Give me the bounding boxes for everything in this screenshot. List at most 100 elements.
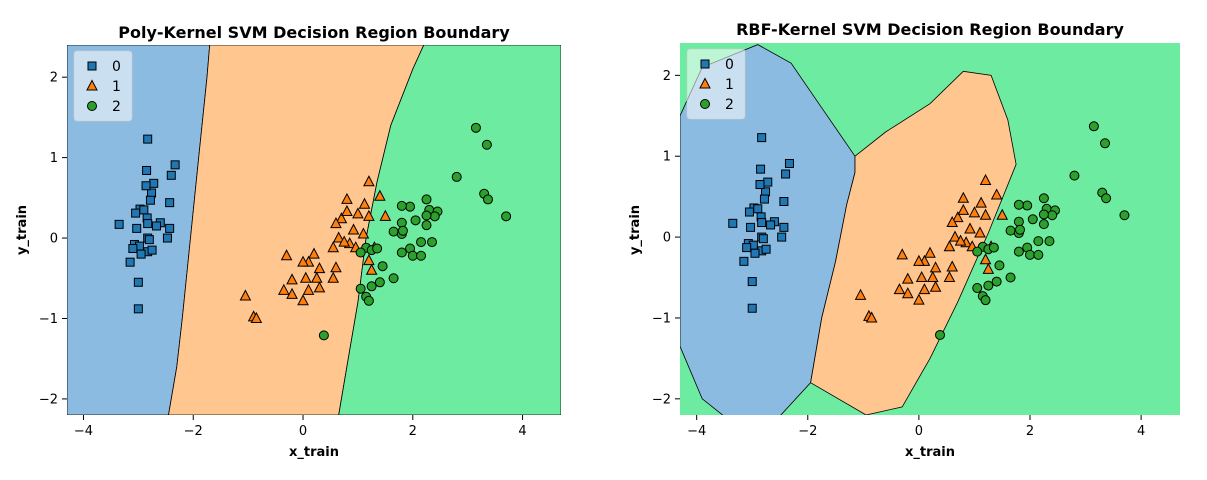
x-tick-label: −4 bbox=[687, 424, 706, 439]
point-class-1 bbox=[286, 273, 298, 285]
legend-label: 1 bbox=[725, 77, 734, 93]
y-tick-label: −1 bbox=[652, 311, 671, 326]
point-class-2 bbox=[994, 260, 1005, 271]
point-class-2 bbox=[482, 194, 493, 205]
point-class-2 bbox=[407, 250, 418, 261]
point-class-0 bbox=[779, 197, 789, 207]
point-class-0 bbox=[128, 244, 138, 253]
point-class-0 bbox=[739, 256, 749, 266]
point-class-0 bbox=[742, 243, 752, 253]
point-class-1 bbox=[297, 294, 309, 306]
point-class-0 bbox=[114, 219, 124, 229]
point-class-2 bbox=[377, 261, 388, 272]
point-class-0 bbox=[133, 304, 143, 314]
point-class-1 bbox=[996, 208, 1009, 220]
legend-label: 0 bbox=[725, 57, 734, 73]
point-class-0 bbox=[747, 277, 757, 287]
point-class-1 bbox=[951, 211, 964, 223]
point-class-1 bbox=[374, 189, 386, 201]
legend-box bbox=[73, 50, 133, 122]
y-tick-label: 1 bbox=[50, 151, 58, 166]
point-class-2 bbox=[421, 210, 432, 221]
point-class-2 bbox=[1022, 200, 1033, 211]
left-chart-panel: −4 −2 0 2 4 −2 −1 0 1 2 Poly-Kernel SVM Decision … bbox=[15, 23, 561, 460]
point-class-2 bbox=[991, 276, 1002, 287]
point-class-1 bbox=[918, 283, 931, 295]
point-class-0 bbox=[763, 177, 773, 187]
point-class-1 bbox=[975, 196, 987, 208]
point-class-1 bbox=[979, 173, 992, 185]
point-class-1 bbox=[363, 175, 375, 187]
point-class-2 bbox=[421, 194, 432, 205]
point-class-1 bbox=[327, 271, 340, 283]
point-class-0 bbox=[779, 222, 789, 232]
y-axis-label: y_train bbox=[628, 205, 643, 255]
point-class-2 bbox=[366, 281, 377, 292]
point-class-2 bbox=[481, 139, 492, 150]
legend-marker-1 bbox=[86, 79, 98, 91]
point-class-0 bbox=[142, 165, 152, 175]
point-class-1 bbox=[313, 281, 326, 293]
point-class-0 bbox=[747, 303, 757, 313]
legend-marker-2 bbox=[87, 101, 97, 111]
point-class-2 bbox=[1013, 199, 1024, 210]
point-class-0 bbox=[125, 257, 135, 267]
legend-marker-0 bbox=[700, 59, 710, 69]
point-class-1 bbox=[943, 270, 956, 283]
legend-box bbox=[686, 48, 746, 120]
point-class-1 bbox=[957, 191, 970, 203]
point-class-1 bbox=[946, 215, 959, 228]
point-class-0 bbox=[744, 207, 754, 217]
y-axis-label: y_train bbox=[15, 205, 30, 255]
legend-label: 1 bbox=[112, 79, 121, 95]
x-tick-label: −4 bbox=[74, 424, 93, 439]
axes: −4 −2 0 2 4 −2 −1 0 1 2 bbox=[39, 71, 527, 439]
point-class-0 bbox=[131, 208, 141, 218]
point-class-1 bbox=[352, 207, 364, 219]
point-class-2 bbox=[363, 295, 374, 306]
point-class-1 bbox=[915, 270, 928, 283]
point-class-2 bbox=[972, 246, 983, 257]
point-class-1 bbox=[302, 283, 315, 295]
x-tick-label: 0 bbox=[915, 424, 923, 439]
point-class-2 bbox=[410, 215, 421, 226]
point-class-2 bbox=[501, 211, 512, 222]
point-class-2 bbox=[983, 280, 994, 291]
point-class-1 bbox=[341, 204, 353, 216]
y-tick-label: 0 bbox=[50, 232, 58, 247]
point-class-1 bbox=[277, 283, 290, 295]
x-tick-label: 2 bbox=[409, 424, 417, 439]
point-class-2 bbox=[1047, 210, 1058, 221]
point-class-2 bbox=[427, 237, 438, 248]
point-class-2 bbox=[421, 220, 432, 231]
point-class-1 bbox=[901, 287, 914, 299]
point-class-2 bbox=[388, 226, 399, 237]
point-class-1 bbox=[926, 270, 939, 283]
point-class-2 bbox=[1119, 210, 1130, 221]
point-class-2 bbox=[396, 200, 407, 211]
point-class-2 bbox=[451, 171, 462, 182]
point-class-2 bbox=[1015, 224, 1025, 235]
point-class-1 bbox=[974, 226, 986, 238]
y-tick-label: 0 bbox=[663, 231, 671, 246]
x-tick-label: 4 bbox=[1137, 424, 1145, 439]
point-class-1 bbox=[239, 289, 252, 301]
point-class-0 bbox=[165, 223, 175, 233]
y-tick-label: −2 bbox=[652, 392, 671, 407]
point-class-1 bbox=[299, 271, 312, 283]
point-class-0 bbox=[757, 218, 767, 228]
point-class-1 bbox=[341, 192, 353, 204]
point-class-2 bbox=[374, 277, 385, 288]
point-class-0 bbox=[162, 233, 172, 243]
point-class-2 bbox=[1025, 249, 1035, 260]
point-class-1 bbox=[854, 288, 867, 300]
point-class-2 bbox=[988, 242, 999, 253]
chart-title: RBF-Kernel SVM Decision Region Boundary bbox=[736, 20, 1124, 39]
point-class-2 bbox=[429, 211, 440, 222]
point-class-0 bbox=[750, 248, 760, 258]
point-class-1 bbox=[979, 253, 992, 265]
point-class-1 bbox=[327, 241, 340, 253]
point-class-1 bbox=[893, 283, 906, 295]
scatter-points bbox=[728, 121, 1130, 340]
point-class-1 bbox=[913, 254, 925, 266]
